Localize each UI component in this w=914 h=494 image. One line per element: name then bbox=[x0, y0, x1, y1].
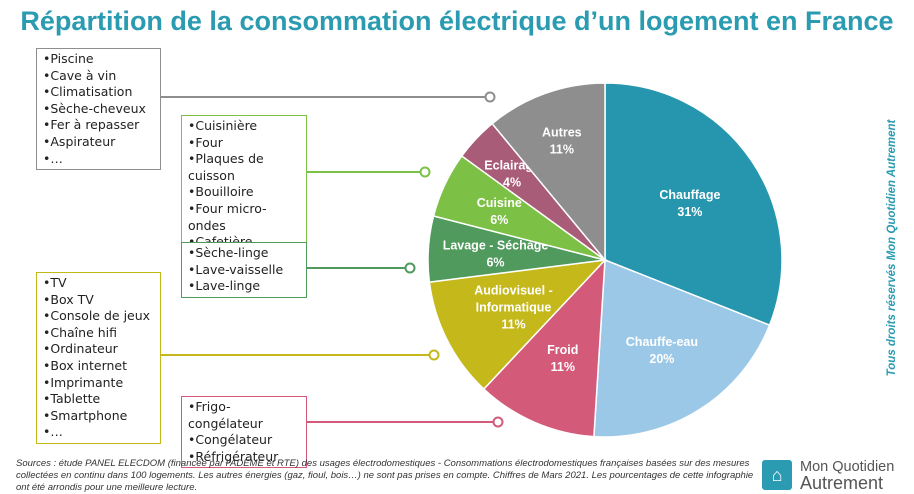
pie-slice-chauffe-eau bbox=[593, 258, 771, 438]
legend-box-item: Sèche-linge bbox=[188, 245, 300, 262]
legend-box-item: Lave-vaisselle bbox=[188, 262, 300, 279]
legend-box-item: Ordinateur bbox=[43, 341, 154, 358]
legend-box-item: Box TV bbox=[43, 292, 154, 309]
connector-dot-autres bbox=[484, 91, 496, 103]
legend-box-item: Box internet bbox=[43, 358, 154, 375]
legend-box-item: Console de jeux bbox=[43, 308, 154, 325]
slice-label-chauffage: Chauffage bbox=[659, 188, 720, 202]
legend-box-list: Frigo-congélateurCongélateurRéfrigérateu… bbox=[188, 399, 300, 465]
legend-box-lavage-sechage: Sèche-lingeLave-vaisselleLave-linge bbox=[181, 242, 307, 298]
legend-box-item: Frigo-congélateur bbox=[188, 399, 300, 432]
connector-dot-cuisine bbox=[419, 166, 431, 178]
connector-dot-froid bbox=[492, 416, 504, 428]
legend-box-item: Climatisation bbox=[43, 84, 154, 101]
house-leaf-icon: ⌂ bbox=[762, 460, 792, 490]
legend-box-list: Sèche-lingeLave-vaisselleLave-linge bbox=[188, 245, 300, 295]
legend-box-list: TVBox TVConsole de jeuxChaîne hifiOrdina… bbox=[43, 275, 154, 441]
logo-line-2: Autrement bbox=[800, 473, 884, 493]
legend-box-item: Imprimante bbox=[43, 375, 154, 392]
legend-box-item: Plaques de cuisson bbox=[188, 151, 300, 184]
slice-label-lavage-sechage: Lavage - Séchage bbox=[443, 239, 549, 253]
connector-dot-audiovisuel-informatique bbox=[428, 349, 440, 361]
legend-box-item: Cuisinière bbox=[188, 118, 300, 135]
copyright-credit: Tous droits réservés Mon Quotidien Autre… bbox=[886, 119, 898, 377]
connector-dot-lavage-sechage bbox=[404, 262, 416, 274]
slice-label-autres: Autres bbox=[542, 126, 582, 140]
brand-logo: ⌂ Mon Quotidien Autrement bbox=[762, 458, 907, 493]
chart-title: Répartition de la consommation électriqu… bbox=[20, 6, 894, 36]
legend-box-item: Congélateur bbox=[188, 432, 300, 449]
legend-box-autres: PiscineCave à vinClimatisationSèche-chev… bbox=[36, 48, 161, 171]
slice-value-chauffe-eau: 20% bbox=[649, 352, 674, 366]
legend-box-froid: Frigo-congélateurCongélateurRéfrigérateu… bbox=[181, 396, 307, 469]
slice-label-chauffe-eau: Chauffe-eau bbox=[626, 335, 698, 349]
slice-value-chauffage: 31% bbox=[677, 205, 702, 219]
legend-box-item: … bbox=[43, 151, 154, 168]
slice-label-froid: Froid bbox=[547, 343, 578, 357]
legend-box-item: Sèche-cheveux bbox=[43, 101, 154, 118]
slice-value-cuisine: 6% bbox=[490, 213, 508, 227]
legend-box-item: TV bbox=[43, 275, 154, 292]
slice-label-cuisine: Cuisine bbox=[477, 196, 522, 210]
legend-box-item: … bbox=[43, 424, 154, 441]
legend-box-item: Aspirateur bbox=[43, 134, 154, 151]
legend-box-item: Four bbox=[188, 135, 300, 152]
slice-value-lavage-sechage: 6% bbox=[486, 256, 504, 270]
pie-slice-audiovisuel-informatique bbox=[428, 258, 607, 391]
slice-label-audiovisuel-informatique: Audiovisuel - bbox=[474, 284, 552, 298]
legend-box-item: Fer à repasser bbox=[43, 117, 154, 134]
slice-value-autres: 11% bbox=[550, 143, 574, 157]
logo-line-1: Mon Quotidien bbox=[800, 459, 895, 475]
legend-box-item: Chaîne hifi bbox=[43, 325, 154, 342]
legend-box-item: Smartphone bbox=[43, 408, 154, 425]
legend-box-list: PiscineCave à vinClimatisationSèche-chev… bbox=[43, 51, 154, 167]
legend-box-item: Piscine bbox=[43, 51, 154, 68]
pie-slice-chauffage bbox=[604, 82, 783, 327]
legend-box-item: Cave à vin bbox=[43, 68, 154, 85]
slice-value-audiovisuel-informatique: 11% bbox=[501, 318, 525, 332]
slice-value-eclairage: 4% bbox=[503, 175, 521, 189]
legend-box-item: Réfrigérateur bbox=[188, 449, 300, 466]
legend-box-audiovisuel-informatique: TVBox TVConsole de jeuxChaîne hifiOrdina… bbox=[36, 272, 161, 444]
pie-slice-autres bbox=[491, 82, 606, 263]
sources-note: Sources : étude PANEL ELECDOM (financée … bbox=[16, 458, 754, 493]
legend-box-item: Lave-linge bbox=[188, 278, 300, 295]
legend-box-item: Bouilloire bbox=[188, 184, 300, 201]
legend-box-item: Tablette bbox=[43, 391, 154, 408]
legend-box-item: Four micro-ondes bbox=[188, 201, 300, 234]
slice-value-froid: 11% bbox=[551, 360, 575, 374]
slice-label-audiovisuel-informatique: Informatique bbox=[476, 301, 552, 315]
pie-slice-froid bbox=[482, 257, 606, 438]
